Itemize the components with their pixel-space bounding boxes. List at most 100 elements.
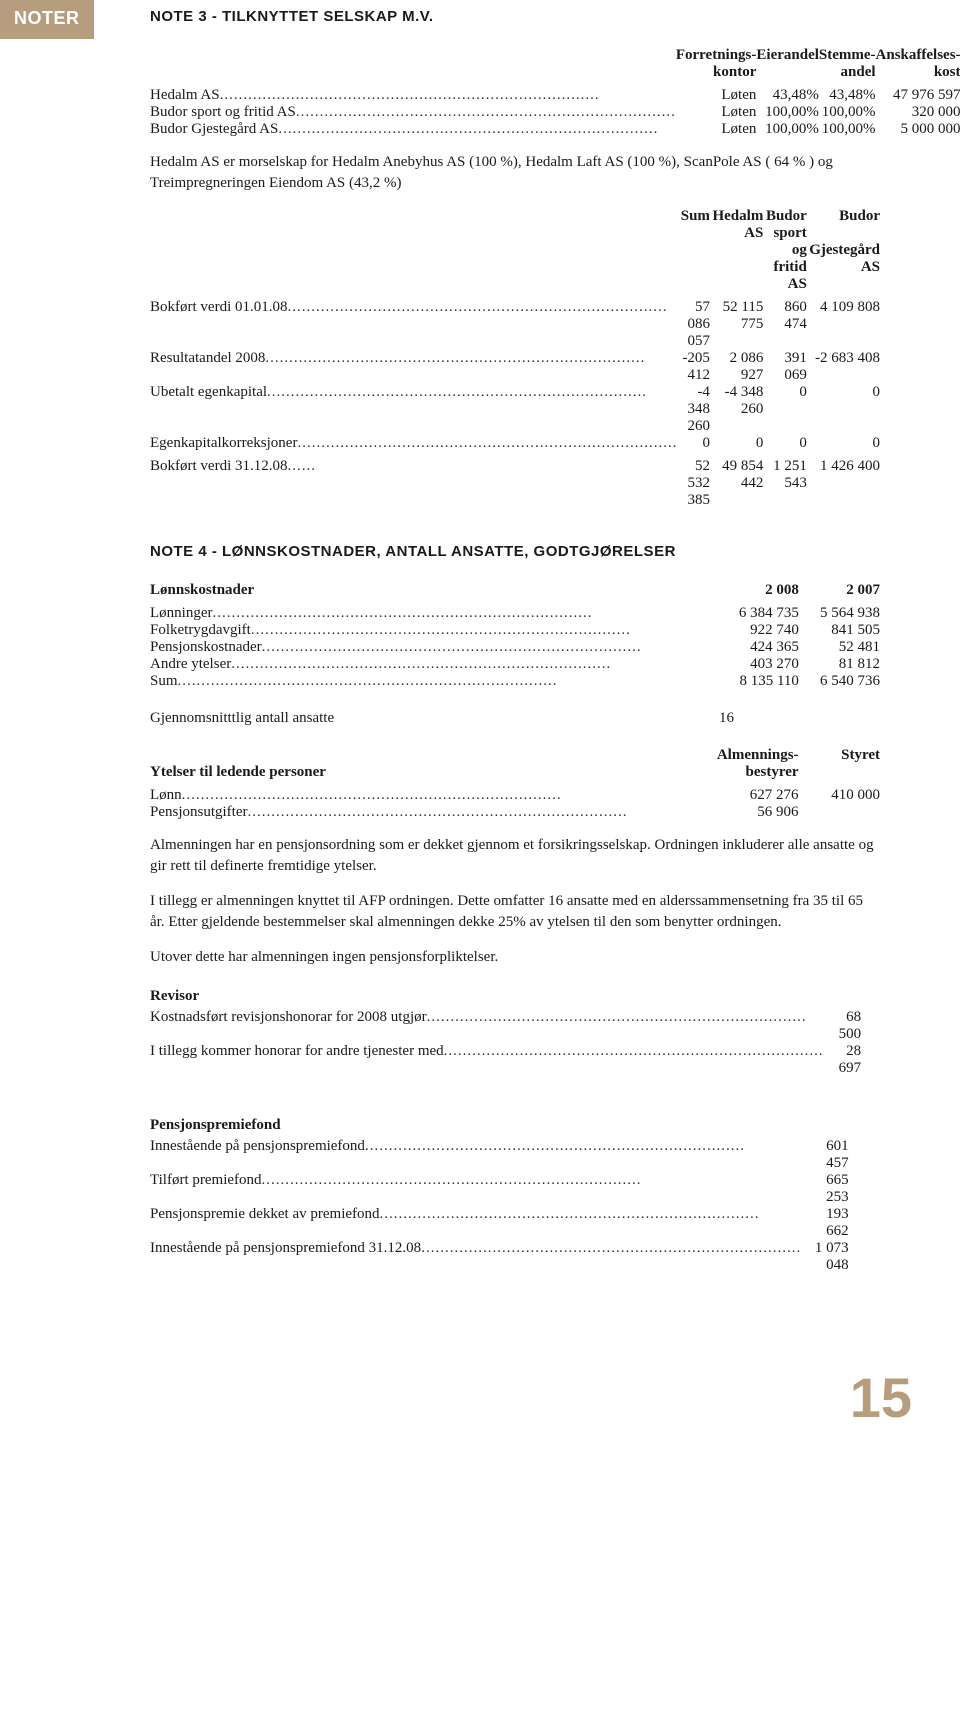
row-c3: 391 069 bbox=[763, 350, 806, 384]
row-label: Bokført verdi 01.01.08..................… bbox=[150, 299, 677, 350]
row-label: Resultatandel 2008......................… bbox=[150, 350, 677, 384]
row-label: Budor Gjestegård AS.....................… bbox=[150, 121, 676, 138]
row-c1: 57 086 057 bbox=[677, 299, 709, 350]
row-c4: 0 bbox=[807, 435, 880, 452]
lk-h3: 2 007 bbox=[799, 582, 880, 599]
row-label: Lønninger...............................… bbox=[150, 605, 642, 622]
pensjon-heading: Pensjonspremiefond bbox=[150, 1117, 880, 1134]
table-row: Resultatandel 2008......................… bbox=[150, 350, 880, 384]
row-c2: 627 276 bbox=[691, 787, 798, 804]
table-row: Bokført verdi 01.01.08..................… bbox=[150, 299, 880, 350]
table-row: Innestående på pensjonspremiefond.......… bbox=[150, 1138, 880, 1172]
th-anskaffelseskost-1: Anskaffelses- bbox=[876, 47, 960, 64]
row-value: 665 253 bbox=[801, 1172, 848, 1206]
note3-companies-table: Forretnings- Eierandel Stemme- Anskaffel… bbox=[150, 47, 960, 138]
total-c4: 1 426 400 bbox=[807, 458, 880, 509]
row-label: Tilført premiefond......................… bbox=[150, 1172, 801, 1206]
th-stemmeandel-2: andel bbox=[819, 64, 876, 81]
row-label: Andre ytelser...........................… bbox=[150, 656, 642, 673]
ledende-h2b: bestyrer bbox=[691, 764, 798, 781]
row-c2: 52 115 775 bbox=[710, 299, 763, 350]
table-row: Ubetalt egenkapital.....................… bbox=[150, 384, 880, 435]
note4-pensjon-table: Innestående på pensjonspremiefond.......… bbox=[150, 1138, 880, 1274]
total-c3: 1 251 543 bbox=[763, 458, 806, 509]
note4-ledende-table: Almennings- Styret Ytelser til ledende p… bbox=[150, 747, 880, 821]
row-c3: 410 000 bbox=[799, 787, 880, 804]
total-label: Bokført verdi 31.12.08 bbox=[150, 458, 287, 475]
row-c2: -4 348 260 bbox=[710, 384, 763, 435]
note3-paragraph: Hedalm AS er morselskap for Hedalm Aneby… bbox=[150, 152, 880, 194]
row-c4: 0 bbox=[807, 384, 880, 435]
row-c3: 841 505 bbox=[799, 622, 880, 639]
table-row: Pensjonsutgifter........................… bbox=[150, 804, 880, 821]
row-value: 28 697 bbox=[824, 1043, 861, 1077]
table-row: Budor Gjestegård AS.....................… bbox=[150, 121, 960, 138]
row-label: Sum.....................................… bbox=[150, 673, 642, 690]
note4-title: NOTE 4 - LØNNSKOSTNADER, ANTALL ANSATTE,… bbox=[150, 543, 880, 560]
row-label: Folketrygdavgift........................… bbox=[150, 622, 642, 639]
revisor-heading: Revisor bbox=[150, 988, 880, 1005]
ledende-heading: Ytelser til ledende personer bbox=[150, 764, 628, 781]
note4-ansatte-table: Gjennomsnitttlig antall ansatte 16 bbox=[150, 710, 880, 727]
row-c3: 100,00% bbox=[819, 104, 876, 121]
row-label: Kostnadsført revisjonshonorar for 2008 u… bbox=[150, 1009, 824, 1043]
total-c1: 52 532 385 bbox=[677, 458, 709, 509]
table-row: Hedalm AS...............................… bbox=[150, 87, 960, 104]
row-c2: 922 740 bbox=[718, 622, 799, 639]
row-c1: Løten bbox=[676, 104, 757, 121]
table-row: Kostnadsført revisjonshonorar for 2008 u… bbox=[150, 1009, 880, 1043]
th-stemmeandel-1: Stemme- bbox=[819, 47, 876, 64]
lk-heading: Lønnskostnader bbox=[150, 582, 642, 599]
table-row: Lønninger...............................… bbox=[150, 605, 880, 622]
th-eierandel: Eierandel bbox=[756, 47, 819, 64]
row-label: Hedalm AS...............................… bbox=[150, 87, 676, 104]
ledende-h2a: Almennings- bbox=[691, 747, 798, 764]
row-c3: 52 481 bbox=[799, 639, 880, 656]
row-c4: -2 683 408 bbox=[807, 350, 880, 384]
row-c3: 0 bbox=[763, 435, 806, 452]
row-value: 601 457 bbox=[801, 1138, 848, 1172]
total-c2: 49 854 442 bbox=[710, 458, 763, 509]
row-value: 1 073 048 bbox=[801, 1240, 848, 1274]
th-budor-gj-2: Gjestegård AS bbox=[807, 242, 880, 293]
row-c4: 4 109 808 bbox=[807, 299, 880, 350]
row-c2: 424 365 bbox=[718, 639, 799, 656]
note4-revisor-table: Kostnadsført revisjonshonorar for 2008 u… bbox=[150, 1009, 880, 1077]
row-label: I tillegg kommer honorar for andre tjene… bbox=[150, 1043, 824, 1077]
row-c2: 43,48% bbox=[756, 87, 819, 104]
note3-title: NOTE 3 - TILKNYTTET SELSKAP M.V. bbox=[150, 8, 880, 25]
row-label: Pensjonsutgifter........................… bbox=[150, 804, 628, 821]
th-budor-sport-2: og fritid AS bbox=[763, 242, 806, 293]
th-forretningskontor-2: kontor bbox=[676, 64, 757, 81]
note4-para-2: Utover dette har almenningen ingen pensj… bbox=[150, 947, 880, 968]
row-c2: 100,00% bbox=[756, 121, 819, 138]
row-value: 193 662 bbox=[801, 1206, 848, 1240]
th-budor-sport-1: Budor sport bbox=[763, 208, 806, 242]
row-c2: 403 270 bbox=[718, 656, 799, 673]
note4-para-0: Almenningen har en pensjonsordning som e… bbox=[150, 835, 880, 877]
row-label: Ubetalt egenkapital.....................… bbox=[150, 384, 677, 435]
row-c3: 860 474 bbox=[763, 299, 806, 350]
row-label: Pensjonspremie dekket av premiefond.....… bbox=[150, 1206, 801, 1240]
note4-para-1: I tillegg er almenningen knyttet til AFP… bbox=[150, 891, 880, 933]
page-number: 15 bbox=[850, 1365, 912, 1430]
row-c3: 81 812 bbox=[799, 656, 880, 673]
table-row: Egenkapitalkorreksjoner.................… bbox=[150, 435, 880, 452]
table-row: Andre ytelser...........................… bbox=[150, 656, 880, 673]
row-label: Innestående på pensjonspremiefond 31.12.… bbox=[150, 1240, 801, 1274]
note4-lk-table: Lønnskostnader 2 008 2 007 Lønninger....… bbox=[150, 582, 880, 690]
row-value: 68 500 bbox=[824, 1009, 861, 1043]
row-c1: Løten bbox=[676, 87, 757, 104]
table-row: Lønn....................................… bbox=[150, 787, 880, 804]
th-forretningskontor-1: Forretnings- bbox=[676, 47, 757, 64]
ansatte-value: 16 bbox=[588, 710, 734, 727]
row-c1: 0 bbox=[677, 435, 709, 452]
table-row: Sum.....................................… bbox=[150, 673, 880, 690]
table-row: Budor sport og fritid AS................… bbox=[150, 104, 960, 121]
table-row: Folketrygdavgift........................… bbox=[150, 622, 880, 639]
th-anskaffelseskost-2: kost bbox=[876, 64, 960, 81]
table-row: Tilført premiefond......................… bbox=[150, 1172, 880, 1206]
row-c3: 6 540 736 bbox=[799, 673, 880, 690]
row-c1: Løten bbox=[676, 121, 757, 138]
ansatte-label: Gjennomsnitttlig antall ansatte bbox=[150, 710, 588, 727]
